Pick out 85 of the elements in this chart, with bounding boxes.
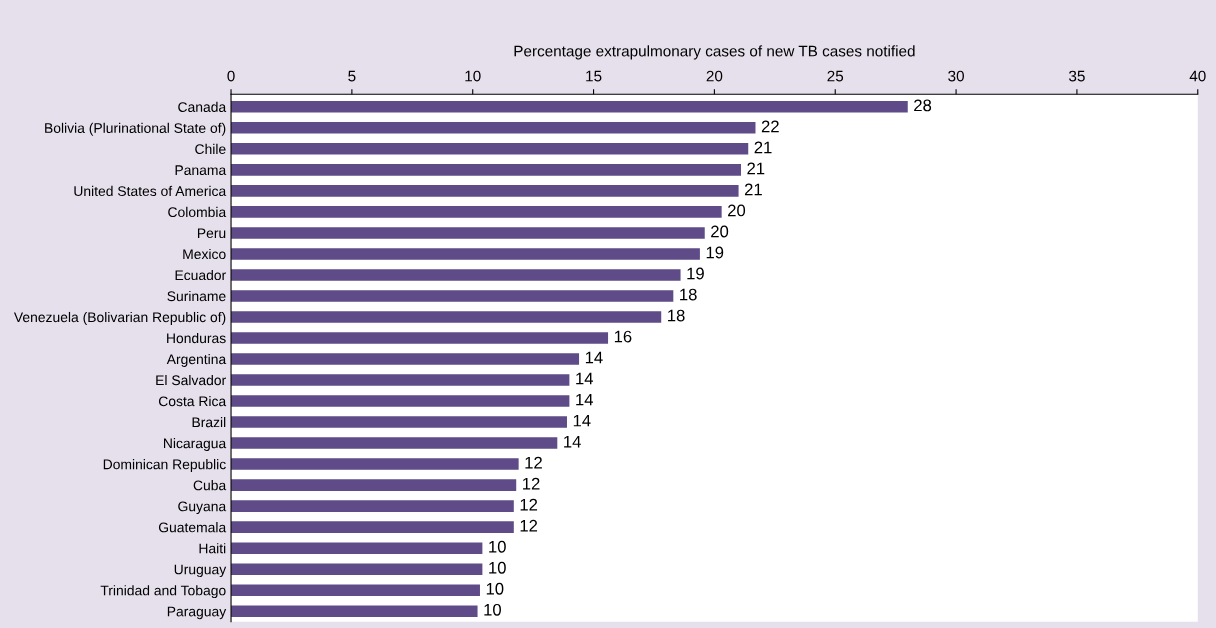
data-label: 10 xyxy=(484,603,501,616)
data-label: 22 xyxy=(761,120,779,133)
x-tick-label: 0 xyxy=(227,70,235,82)
x-tick-label: 25 xyxy=(827,70,844,82)
bar xyxy=(231,605,478,617)
data-label: 19 xyxy=(706,246,724,259)
bar xyxy=(231,542,483,554)
x-tick-label: 10 xyxy=(465,70,481,82)
data-label: 12 xyxy=(520,498,538,511)
data-label: 10 xyxy=(486,582,504,595)
bar xyxy=(231,374,570,386)
data-label: 12 xyxy=(525,456,542,469)
y-tick-label: Trinidad and Tobago xyxy=(100,585,226,599)
bar xyxy=(231,563,483,575)
y-tick-label: Colombia xyxy=(168,206,227,218)
bar xyxy=(231,500,514,512)
data-label: 16 xyxy=(614,330,632,343)
y-tick-label: Haiti xyxy=(199,543,226,554)
y-tick-label: Panama xyxy=(175,165,227,176)
y-tick-label: Mexico xyxy=(183,248,226,260)
y-tick-label: Dominican Republic xyxy=(103,459,226,473)
y-tick-label: Paraguay xyxy=(167,606,227,620)
bar xyxy=(231,584,480,596)
bar xyxy=(231,458,519,470)
data-label: 21 xyxy=(754,141,772,154)
bar xyxy=(231,521,514,533)
data-label: 12 xyxy=(523,477,540,490)
bar xyxy=(231,332,609,344)
bar xyxy=(231,101,908,113)
bar xyxy=(231,353,580,365)
x-axis-title: Percentage extrapulmonary cases of new TB cases notified xyxy=(514,45,915,60)
bar xyxy=(231,206,722,218)
data-label: 21 xyxy=(744,183,762,196)
y-tick-label: Canada xyxy=(178,101,227,112)
y-tick-label: Chile xyxy=(195,143,226,155)
bar xyxy=(231,143,749,155)
data-label: 14 xyxy=(576,372,593,385)
data-label: 10 xyxy=(489,540,506,553)
data-label: 18 xyxy=(680,288,697,301)
data-label: 28 xyxy=(914,99,932,112)
y-tick-label: El Salvador xyxy=(156,374,226,386)
y-tick-label: Costa Rica xyxy=(158,396,227,407)
bar xyxy=(231,290,674,302)
data-label: 18 xyxy=(668,309,685,322)
bar xyxy=(231,185,739,197)
x-tick-label: 15 xyxy=(586,70,602,82)
bar xyxy=(231,248,700,260)
y-tick-label: Cuba xyxy=(193,480,227,491)
data-label: 14 xyxy=(576,393,593,406)
x-tick-label: 35 xyxy=(1069,70,1085,82)
x-tick-label: 5 xyxy=(348,70,356,82)
y-tick-label: Uruguay xyxy=(174,564,227,578)
y-tick-label: Brazil xyxy=(192,417,226,428)
y-tick-label: Honduras xyxy=(167,332,226,344)
y-tick-label: Argentina xyxy=(166,353,227,367)
y-tick-label: Bolivia (Plurinational State of) xyxy=(45,122,226,136)
y-tick-label: Peru xyxy=(197,228,226,239)
y-tick-label: Nicaragua xyxy=(164,438,227,451)
data-label: 20 xyxy=(711,225,729,238)
y-tick-label: Ecuador xyxy=(175,269,226,281)
data-label: 14 xyxy=(573,414,591,427)
y-tick-label: United States of America xyxy=(74,185,227,197)
y-tick-label: Guatemala xyxy=(158,522,227,533)
data-label: 14 xyxy=(564,435,581,448)
bar xyxy=(231,227,705,239)
bar xyxy=(231,437,558,449)
y-tick-label: Guyana xyxy=(178,501,227,515)
bar xyxy=(231,269,681,281)
bar xyxy=(231,122,756,134)
data-label: 20 xyxy=(728,204,746,217)
data-label: 10 xyxy=(489,561,506,574)
data-label: 21 xyxy=(747,162,765,175)
bar xyxy=(231,395,570,407)
data-label: 12 xyxy=(520,519,538,532)
data-label: 19 xyxy=(687,267,704,280)
y-tick-label: Suriname xyxy=(167,290,226,302)
x-tick-label: 30 xyxy=(948,70,964,82)
bar xyxy=(231,164,741,176)
y-tick-label: Venezuela (Bolivarian Republic of) xyxy=(13,311,226,325)
bar xyxy=(231,416,567,428)
x-tick-label: 40 xyxy=(1189,70,1206,82)
x-tick-label: 20 xyxy=(706,70,723,82)
bar xyxy=(231,479,517,491)
bar xyxy=(231,311,662,323)
data-label: 14 xyxy=(585,351,603,364)
